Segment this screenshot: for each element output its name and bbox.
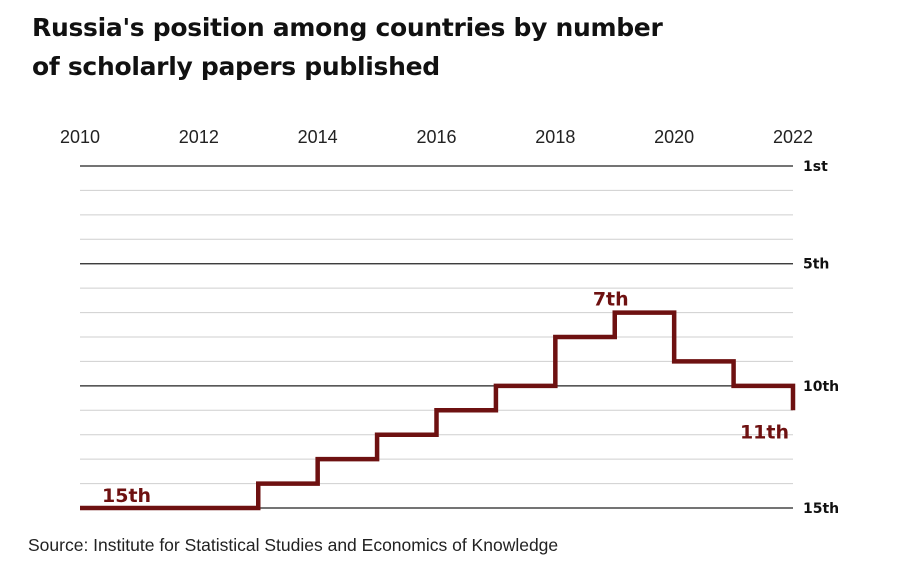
x-tick-label-2018: 2018 bbox=[535, 127, 575, 147]
x-axis-tick-labels: 2010 2012 2014 2016 2018 2020 2022 bbox=[60, 127, 813, 147]
x-tick-label-2010: 2010 bbox=[60, 127, 100, 147]
x-tick-label-2020: 2020 bbox=[654, 127, 694, 147]
chart-title: Russia's position among countries by num… bbox=[32, 8, 732, 86]
x-tick-label-2022: 2022 bbox=[773, 127, 813, 147]
rank-step-chart: 2010 2012 2014 2016 2018 2020 2022 1st5th10th1… bbox=[60, 127, 839, 517]
chart-title-line-2: of scholarly papers published bbox=[32, 52, 440, 81]
annotation-layer: 15th 7th 11th bbox=[102, 289, 789, 507]
y-tick-label-1st: 1st bbox=[803, 159, 828, 175]
y-tick-label-15th: 15th bbox=[803, 501, 839, 517]
y-tick-label-5th: 5th bbox=[803, 257, 829, 273]
rank-step-line bbox=[80, 310, 796, 511]
source-note: Source: Institute for Statistical Studie… bbox=[28, 535, 559, 555]
y-axis-tick-labels: 1st 5th 10th 15th bbox=[803, 159, 839, 517]
annotation-11th: 11th bbox=[740, 421, 789, 443]
x-tick-label-2014: 2014 bbox=[298, 127, 338, 147]
gridlines bbox=[80, 165, 793, 509]
chart-title-line-1: Russia's position among countries by num… bbox=[32, 13, 663, 42]
annotation-15th: 15th bbox=[102, 485, 151, 507]
series-layer bbox=[80, 310, 796, 511]
x-tick-label-2016: 2016 bbox=[416, 127, 456, 147]
x-tick-label-2012: 2012 bbox=[179, 127, 219, 147]
annotation-7th: 7th bbox=[593, 289, 629, 311]
y-tick-label-10th: 10th bbox=[803, 379, 839, 395]
